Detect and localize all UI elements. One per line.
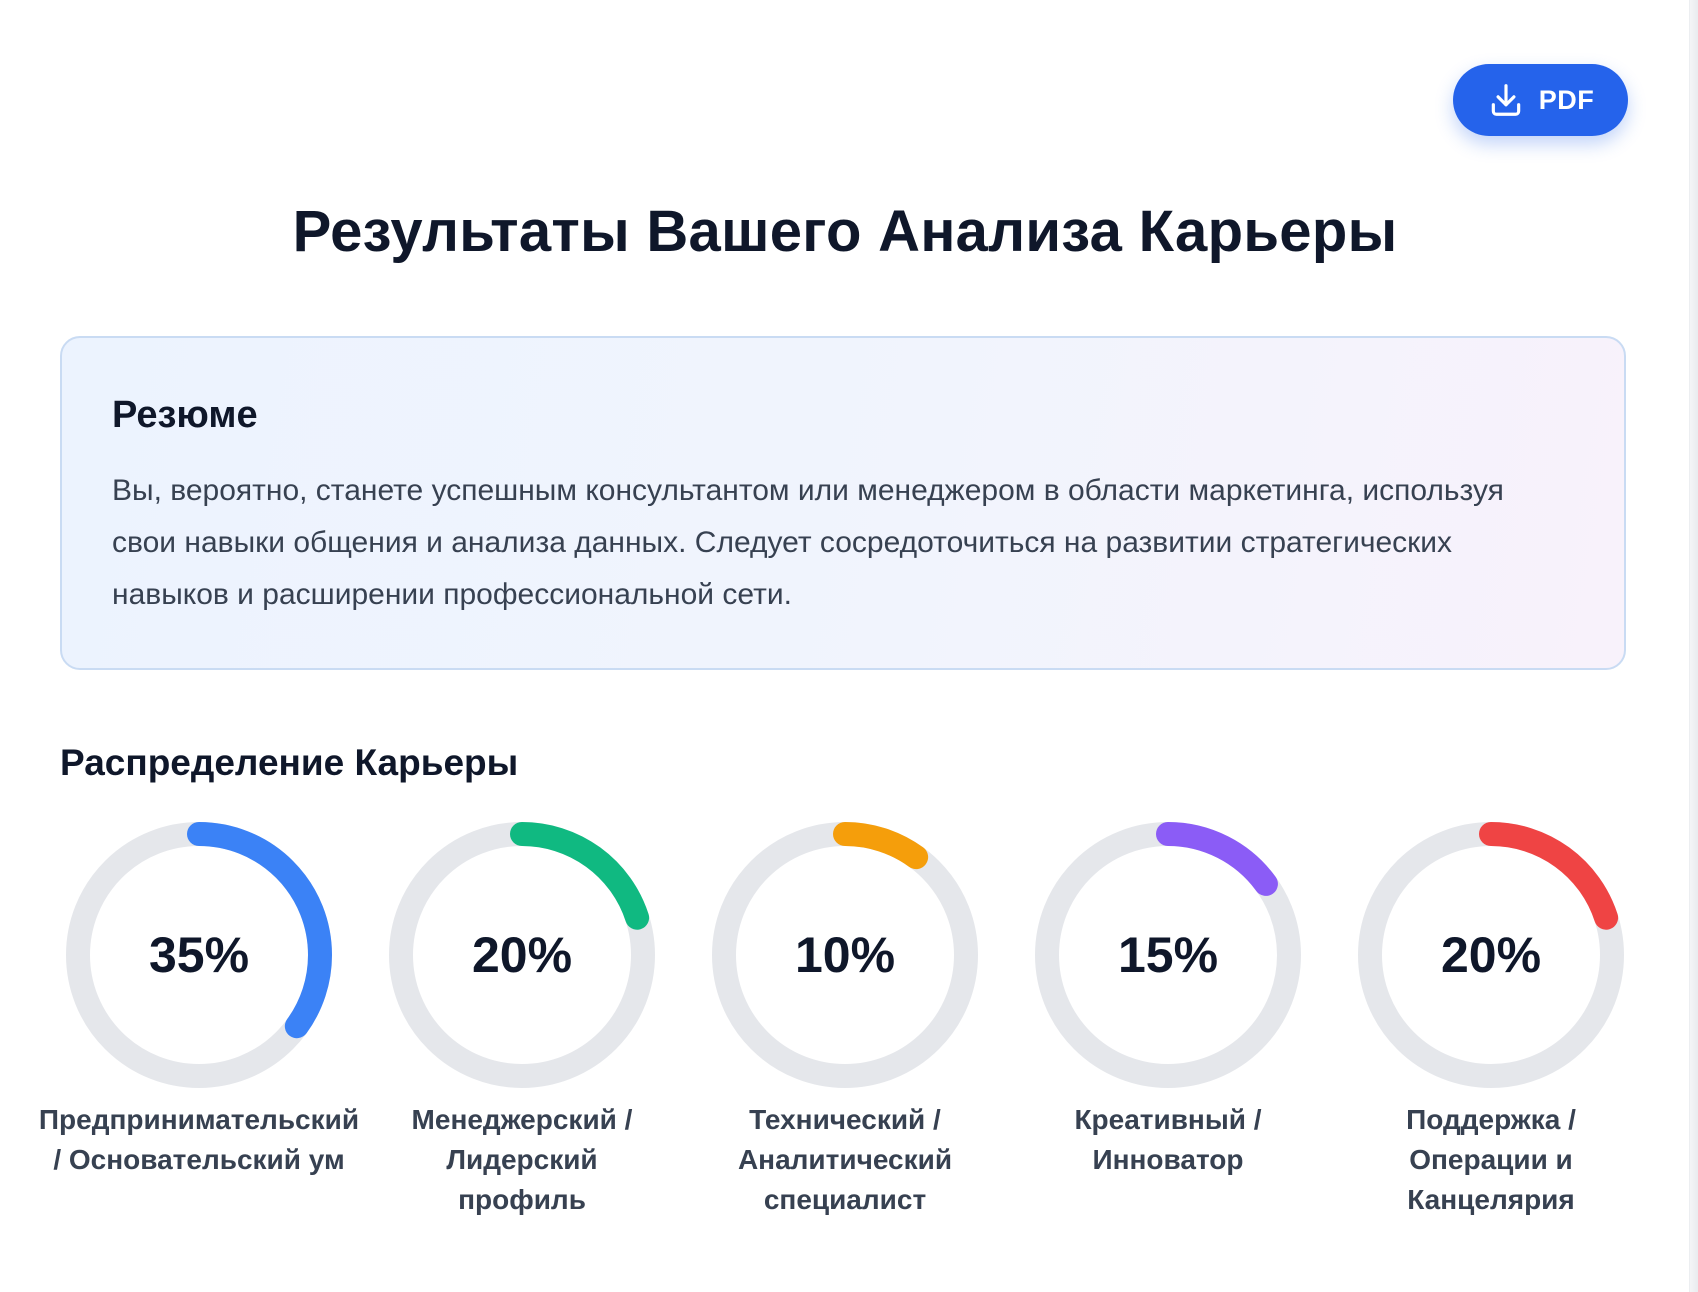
ring-category-label: Предпринимательский / Основательский ум — [38, 1104, 360, 1175]
window-edge — [1689, 0, 1698, 1292]
ring-category-label: Поддержка / Операции и Канцелярия — [1406, 1104, 1576, 1215]
pdf-button-label: PDF — [1538, 84, 1595, 115]
progress-ring-arc — [66, 822, 332, 1088]
career-ring-item: 20% Менеджерский / Лидерский профиль — [343, 818, 683, 1238]
progress-ring — [1035, 822, 1301, 1088]
ring-category-label: Менеджерский / Лидерский профиль — [411, 1104, 633, 1215]
progress-ring — [66, 822, 332, 1088]
download-pdf-button[interactable]: PDF — [1453, 64, 1628, 136]
download-icon — [1491, 84, 1520, 116]
ring-category-label: Технический / Аналитический специалист — [737, 1104, 953, 1215]
ring-category-label: Креативный / Инноватор — [1074, 1104, 1262, 1175]
career-ring-item: 15% Креативный / Инноватор — [989, 818, 1329, 1238]
progress-ring — [1358, 822, 1624, 1088]
career-ring-item: 20% Поддержка / Операции и Канцелярия — [1312, 818, 1652, 1238]
ring-percent-value: 20% — [1440, 927, 1542, 983]
page-title: Результаты Вашего Анализа Карьеры — [292, 199, 1398, 264]
progress-ring — [712, 822, 978, 1088]
career-ring-item: 10% Технический / Аналитический специалис… — [666, 818, 1006, 1238]
ring-percent-value: 10% — [794, 927, 896, 983]
career-ring-item: 35% Предпринимательский / Основательский … — [20, 818, 360, 1238]
summary-title: Резюме — [112, 394, 258, 436]
summary-card: Резюме Вы, вероятно, станете успешным ко… — [60, 336, 1626, 670]
ring-percent-value: 35% — [148, 927, 250, 983]
progress-ring — [389, 822, 655, 1088]
progress-ring-arc — [1358, 822, 1624, 1088]
ring-percent-value: 15% — [1117, 927, 1219, 983]
ring-percent-value: 20% — [471, 927, 573, 983]
progress-ring-arc — [1035, 822, 1301, 1088]
progress-ring-arc — [712, 822, 978, 1088]
summary-text: Вы, вероятно, станете успешным консульта… — [112, 474, 1504, 611]
career-distribution-rings: 35% Предпринимательский / Основательский … — [20, 818, 1670, 1238]
distribution-title: Распределение Карьеры — [60, 742, 519, 783]
progress-ring-arc — [389, 822, 655, 1088]
